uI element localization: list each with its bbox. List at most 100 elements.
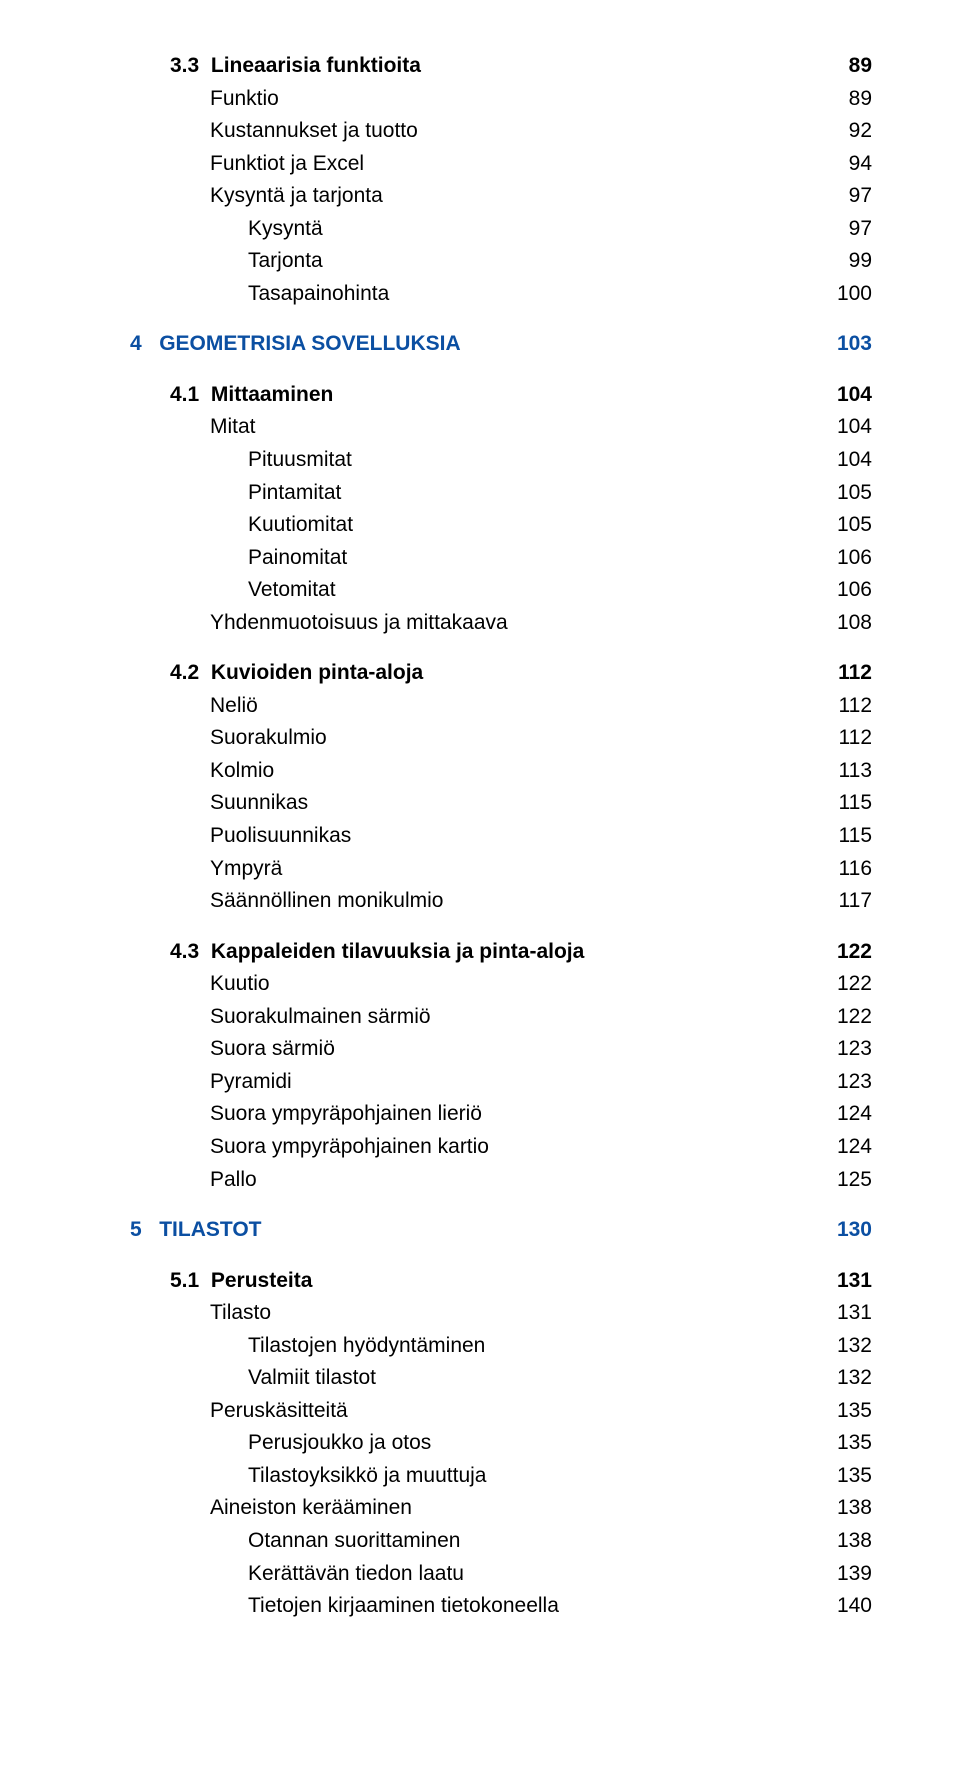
subsection-number: 3.3 — [170, 50, 199, 83]
toc-row: Ympyrä116 — [130, 853, 872, 886]
chapter-page: 130 — [802, 1214, 872, 1247]
toc-subitem-page: 97 — [802, 213, 872, 246]
toc-row: Tarjonta99 — [130, 245, 872, 278]
toc-row: Yhdenmuotoisuus ja mittakaava108 — [130, 607, 872, 640]
toc-subitem: Tilastoyksikkö ja muuttuja — [130, 1460, 802, 1493]
toc-row: Peruskäsitteitä135 — [130, 1395, 872, 1428]
toc-row: Tasapainohinta100 — [130, 278, 872, 311]
vertical-gap — [130, 1247, 872, 1265]
subsection-page: 112 — [802, 657, 872, 690]
chapter-title: 4 GEOMETRISIA SOVELLUKSIA — [130, 328, 802, 361]
toc-item: Säännöllinen monikulmio — [130, 885, 802, 918]
subsection-number: 4.1 — [170, 379, 199, 412]
subsection-page: 104 — [802, 379, 872, 412]
toc-row: Kuutio122 — [130, 968, 872, 1001]
vertical-gap — [130, 639, 872, 657]
toc-item-page: 89 — [802, 83, 872, 116]
toc-item: Kustannukset ja tuotto — [130, 115, 802, 148]
toc-subitem-page: 135 — [802, 1427, 872, 1460]
toc-row: Suunnikas115 — [130, 787, 872, 820]
toc-item-page: 138 — [802, 1492, 872, 1525]
toc-row: Suorakulmainen särmiö122 — [130, 1001, 872, 1034]
toc-item: Ympyrä — [130, 853, 802, 886]
toc-row: Pyramidi123 — [130, 1066, 872, 1099]
toc-row: Puolisuunnikas115 — [130, 820, 872, 853]
toc-item: Tilasto — [130, 1297, 802, 1330]
vertical-gap — [130, 361, 872, 379]
toc-subitem-page: 132 — [802, 1330, 872, 1363]
subsection-title: 4.1 Mittaaminen — [130, 379, 802, 412]
subsection-title: 4.2 Kuvioiden pinta-aloja — [130, 657, 802, 690]
toc-row: Säännöllinen monikulmio117 — [130, 885, 872, 918]
toc-row: Kysyntä97 — [130, 213, 872, 246]
toc-item-page: 116 — [802, 853, 872, 886]
toc-row: Kuutiomitat105 — [130, 509, 872, 542]
vertical-gap — [130, 310, 872, 328]
toc-item-page: 115 — [802, 820, 872, 853]
toc-item: Kysyntä ja tarjonta — [130, 180, 802, 213]
toc-row: 3.3 Lineaarisia funktioita89 — [130, 50, 872, 83]
toc-item-page: 112 — [802, 722, 872, 755]
toc-subitem-page: 139 — [802, 1558, 872, 1591]
subsection-number: 5.1 — [170, 1265, 199, 1298]
toc-subitem-page: 100 — [802, 278, 872, 311]
toc-subitem: Painomitat — [130, 542, 802, 575]
vertical-gap — [130, 918, 872, 936]
subsection-title: 3.3 Lineaarisia funktioita — [130, 50, 802, 83]
toc-subitem: Tilastojen hyödyntäminen — [130, 1330, 802, 1363]
toc-row: Kysyntä ja tarjonta97 — [130, 180, 872, 213]
toc-subitem: Perusjoukko ja otos — [130, 1427, 802, 1460]
chapter-text: TILASTOT — [159, 1218, 261, 1241]
toc-row: Tietojen kirjaaminen tietokoneella140 — [130, 1590, 872, 1623]
subsection-title: 4.3 Kappaleiden tilavuuksia ja pinta-alo… — [130, 936, 802, 969]
toc-row: Painomitat106 — [130, 542, 872, 575]
toc-subitem: Valmiit tilastot — [130, 1362, 802, 1395]
toc-subitem-page: 99 — [802, 245, 872, 278]
subsection-page: 89 — [802, 50, 872, 83]
toc-subitem-page: 105 — [802, 477, 872, 510]
toc-item-page: 124 — [802, 1131, 872, 1164]
toc-row: Perusjoukko ja otos135 — [130, 1427, 872, 1460]
toc-row: Neliö112 — [130, 690, 872, 723]
toc-item-page: 94 — [802, 148, 872, 181]
toc-row: Tilasto131 — [130, 1297, 872, 1330]
toc-row: Pintamitat105 — [130, 477, 872, 510]
chapter-page: 103 — [802, 328, 872, 361]
toc-subitem-page: 135 — [802, 1460, 872, 1493]
chapter-text: GEOMETRISIA SOVELLUKSIA — [159, 332, 460, 355]
toc-row: Valmiit tilastot132 — [130, 1362, 872, 1395]
subsection-page: 122 — [802, 936, 872, 969]
toc-subitem: Pituusmitat — [130, 444, 802, 477]
toc-subitem: Otannan suorittaminen — [130, 1525, 802, 1558]
subsection-number: 4.3 — [170, 936, 199, 969]
toc-subitem: Kuutiomitat — [130, 509, 802, 542]
toc-row: Kolmio113 — [130, 755, 872, 788]
toc-row: 5.1 Perusteita131 — [130, 1265, 872, 1298]
toc-row: Mitat104 — [130, 411, 872, 444]
toc-subitem: Kerättävän tiedon laatu — [130, 1558, 802, 1591]
toc-subitem: Pintamitat — [130, 477, 802, 510]
toc-subitem: Vetomitat — [130, 574, 802, 607]
toc-subitem-page: 132 — [802, 1362, 872, 1395]
toc-subitem-page: 140 — [802, 1590, 872, 1623]
toc-item: Suora ympyräpohjainen kartio — [130, 1131, 802, 1164]
toc-row: 4 GEOMETRISIA SOVELLUKSIA103 — [130, 328, 872, 361]
toc-item: Aineiston kerääminen — [130, 1492, 802, 1525]
toc-item-page: 92 — [802, 115, 872, 148]
toc-item: Pyramidi — [130, 1066, 802, 1099]
subsection-text: Perusteita — [211, 1269, 313, 1292]
subsection-text: Kappaleiden tilavuuksia ja pinta-aloja — [211, 940, 584, 963]
toc-row: Suora särmiö123 — [130, 1033, 872, 1066]
toc-item: Mitat — [130, 411, 802, 444]
toc-item: Suora ympyräpohjainen lieriö — [130, 1098, 802, 1131]
toc-subitem-page: 105 — [802, 509, 872, 542]
toc-item-page: 135 — [802, 1395, 872, 1428]
subsection-text: Mittaaminen — [211, 383, 334, 406]
toc-item-page: 125 — [802, 1164, 872, 1197]
toc-row: Tilastojen hyödyntäminen132 — [130, 1330, 872, 1363]
toc-item: Suora särmiö — [130, 1033, 802, 1066]
vertical-gap — [130, 1196, 872, 1214]
toc-subitem-page: 138 — [802, 1525, 872, 1558]
toc-row: Tilastoyksikkö ja muuttuja135 — [130, 1460, 872, 1493]
toc-item: Kolmio — [130, 755, 802, 788]
